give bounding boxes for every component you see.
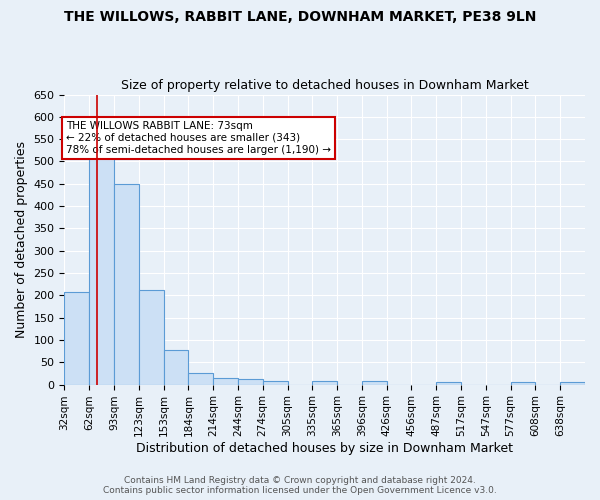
- Bar: [188, 374, 213, 384]
- Bar: [313, 382, 337, 384]
- Bar: [238, 379, 263, 384]
- Text: Contains HM Land Registry data © Crown copyright and database right 2024.
Contai: Contains HM Land Registry data © Crown c…: [103, 476, 497, 495]
- Text: THE WILLOWS, RABBIT LANE, DOWNHAM MARKET, PE38 9LN: THE WILLOWS, RABBIT LANE, DOWNHAM MARKET…: [64, 10, 536, 24]
- Bar: [213, 378, 238, 384]
- Bar: [164, 350, 188, 384]
- Bar: [511, 382, 535, 384]
- Bar: [362, 381, 386, 384]
- Bar: [114, 184, 139, 384]
- Bar: [436, 382, 461, 384]
- Y-axis label: Number of detached properties: Number of detached properties: [15, 141, 28, 338]
- Bar: [139, 290, 164, 384]
- Bar: [560, 382, 585, 384]
- Text: THE WILLOWS RABBIT LANE: 73sqm
← 22% of detached houses are smaller (343)
78% of: THE WILLOWS RABBIT LANE: 73sqm ← 22% of …: [66, 122, 331, 154]
- Title: Size of property relative to detached houses in Downham Market: Size of property relative to detached ho…: [121, 79, 529, 92]
- X-axis label: Distribution of detached houses by size in Downham Market: Distribution of detached houses by size …: [136, 442, 513, 455]
- Bar: [263, 382, 287, 384]
- Bar: [64, 292, 89, 384]
- Bar: [89, 148, 114, 384]
